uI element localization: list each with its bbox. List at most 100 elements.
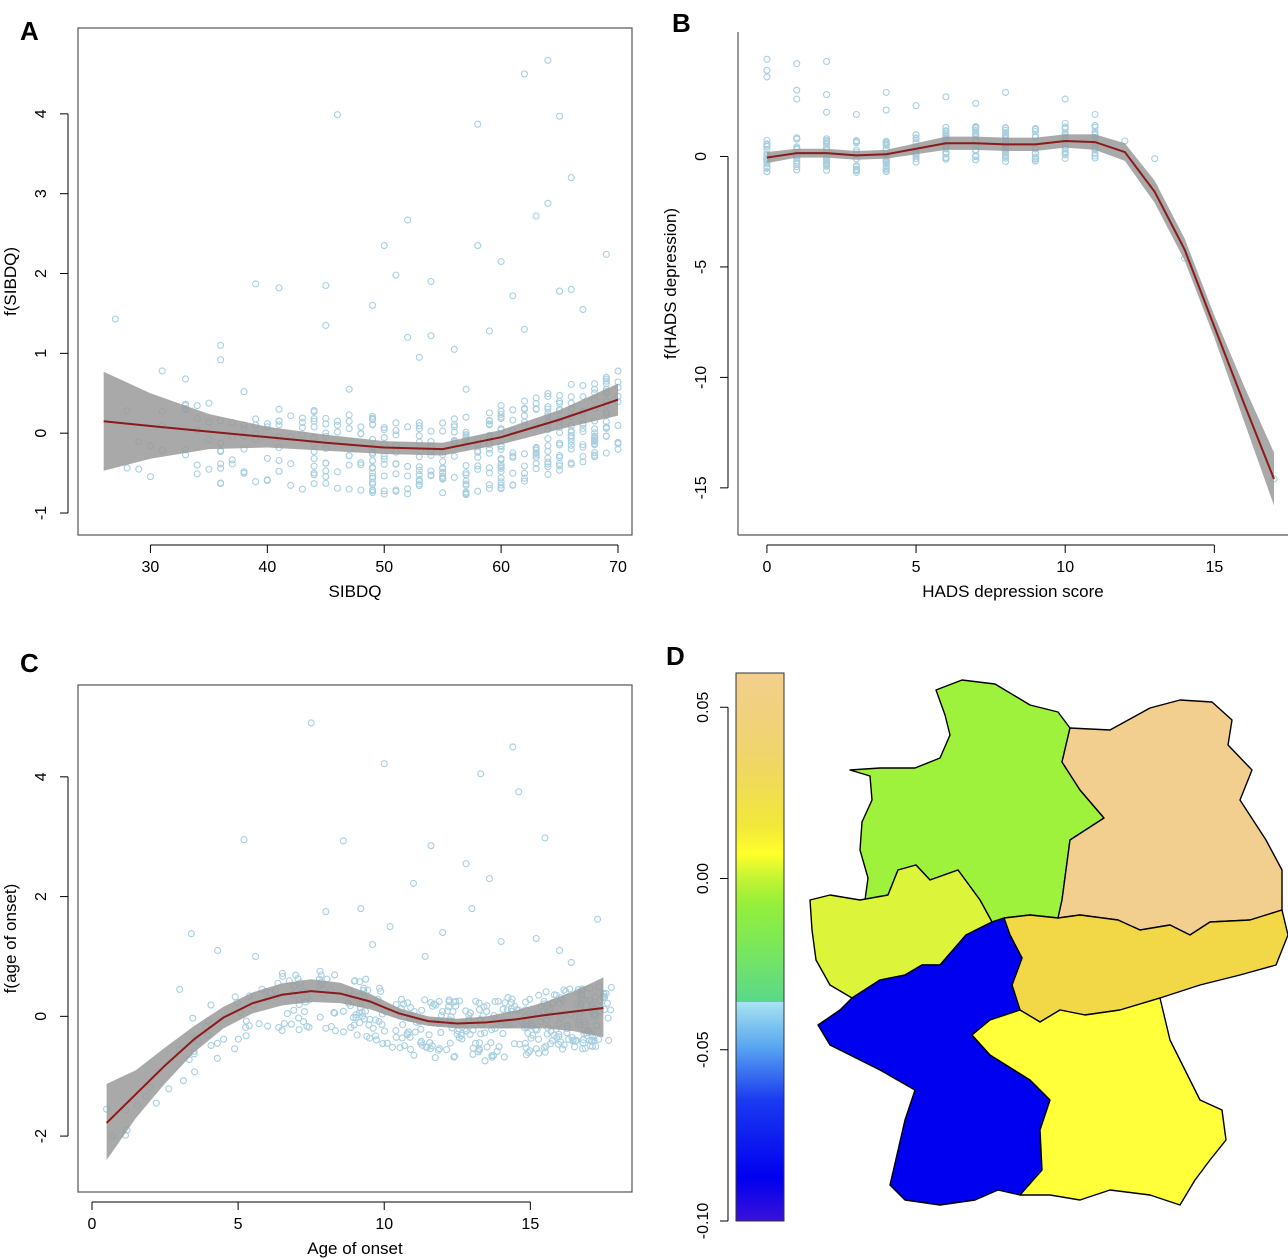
data-point (409, 879, 417, 887)
data-point (1061, 124, 1069, 132)
data-point (415, 463, 423, 471)
data-point (483, 1043, 491, 1051)
x-tick-label: 50 (375, 559, 393, 576)
data-point (316, 967, 324, 975)
data-point (193, 402, 201, 410)
data-point (485, 409, 493, 417)
data-point (603, 999, 611, 1007)
data-point (485, 420, 493, 428)
data-point (350, 1021, 358, 1029)
data-point (290, 1006, 298, 1014)
panel-a-plot: 30 40 50 60 70 -1 0 1 2 3 4 SIBDQ f(SIBDQ) (1, 27, 633, 601)
data-point (427, 471, 435, 479)
data-point (404, 423, 412, 431)
y-tick-label: 0 (693, 152, 710, 161)
data-point (567, 380, 575, 388)
data-point (345, 385, 353, 393)
data-point (614, 445, 622, 453)
data-point (217, 356, 225, 364)
data-point (882, 141, 890, 149)
data-point (1031, 157, 1039, 165)
data-point (252, 952, 260, 961)
data-point (556, 397, 564, 406)
data-point (263, 420, 271, 428)
data-point (462, 428, 470, 436)
data-point (217, 341, 225, 349)
data-point (353, 1031, 361, 1039)
data-point (449, 1008, 457, 1016)
y-tick-label: -1 (33, 506, 50, 520)
data-point (579, 427, 587, 436)
data-point (380, 434, 388, 442)
data-point (567, 432, 575, 440)
data-point (339, 837, 347, 845)
data-point (462, 1007, 470, 1015)
data-point (193, 470, 201, 478)
x-tick-label: 70 (609, 559, 627, 576)
data-point (852, 166, 860, 174)
data-point (942, 93, 950, 101)
data-point (485, 327, 493, 335)
data-point (483, 1002, 491, 1010)
data-point (508, 995, 516, 1003)
data-point (417, 1025, 425, 1033)
data-point (532, 465, 540, 473)
data-point (427, 842, 435, 850)
data-point (571, 1043, 579, 1051)
data-point (339, 1007, 347, 1015)
data-point (351, 977, 359, 985)
x-tick-label: 0 (762, 559, 771, 576)
data-point (763, 142, 771, 150)
panel-letter-a: A (20, 16, 39, 46)
data-point (322, 321, 330, 329)
data-point (310, 471, 318, 479)
data-point (396, 1044, 404, 1052)
panel-c-plot: 0 5 10 15 -2 0 2 4 Age of onset f(age of onset) (1, 684, 633, 1258)
data-point (497, 463, 505, 471)
data-point (434, 1046, 442, 1054)
data-point (604, 1014, 612, 1022)
data-point (1001, 154, 1010, 162)
data-point (972, 156, 980, 164)
data-point (275, 421, 283, 429)
y-axis-title: f(SIBDQ) (1, 247, 20, 316)
data-point (298, 485, 306, 493)
data-point (345, 417, 353, 425)
data-point (535, 991, 543, 999)
data-point (427, 332, 435, 340)
data-point (614, 422, 622, 430)
data-point (579, 381, 587, 390)
data-point (567, 459, 575, 467)
data-point (322, 459, 330, 467)
data-point (535, 1049, 543, 1057)
data-point (567, 174, 575, 182)
data-point (823, 162, 831, 170)
data-point (231, 1045, 239, 1053)
data-point (421, 952, 429, 961)
data-point (495, 1043, 503, 1051)
data-point (544, 463, 552, 471)
y-tick-label: -10 (693, 366, 710, 389)
data-point (972, 128, 980, 136)
data-point (410, 1051, 418, 1059)
data-point (565, 1035, 573, 1043)
data-point (591, 380, 599, 388)
data-point (882, 162, 890, 171)
data-point (579, 443, 587, 451)
data-point (380, 490, 388, 498)
data-point (363, 1032, 371, 1040)
data-point (485, 481, 493, 489)
data-point (388, 1043, 396, 1051)
data-point (450, 415, 458, 423)
data-point (487, 1039, 495, 1047)
y-axis-title: f(age of onset) (1, 884, 20, 994)
data-point (581, 1044, 589, 1052)
data-point (544, 460, 552, 468)
data-point (439, 427, 447, 435)
data-point (255, 1020, 263, 1028)
data-point (567, 428, 575, 436)
data-point (1061, 95, 1069, 103)
data-point (357, 905, 365, 913)
data-point (520, 474, 529, 482)
